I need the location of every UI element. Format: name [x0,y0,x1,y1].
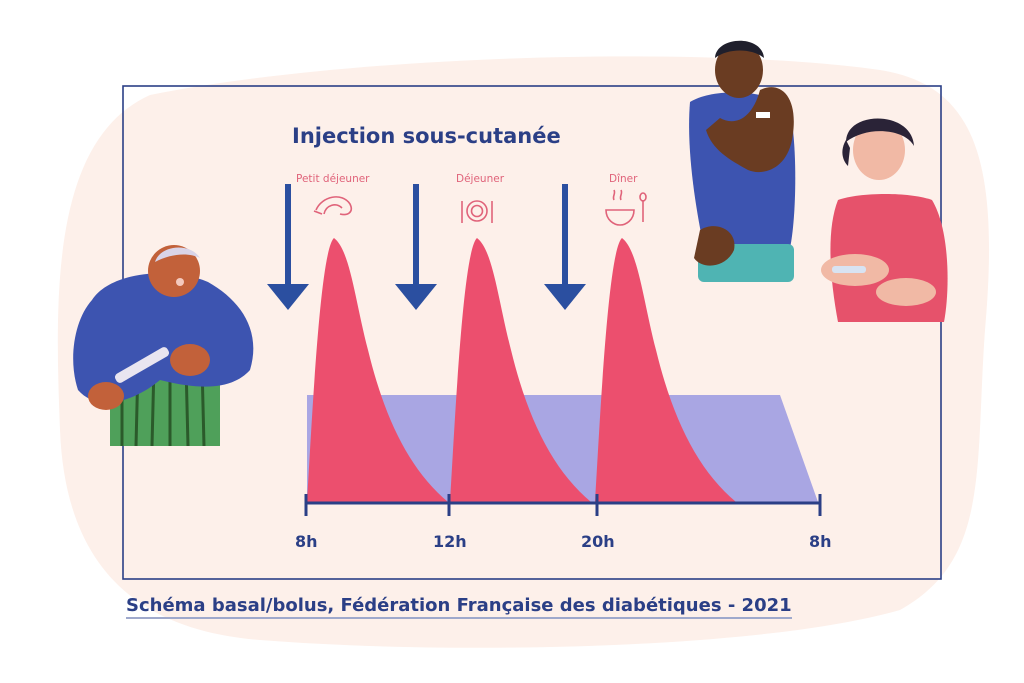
meal-label-dinner: Dîner [609,173,638,185]
tick-label-3: 20h [581,532,615,551]
tick-label-1: 8h [295,532,318,551]
bolus-peak-dinner [595,238,736,502]
plate-cutlery-icon [461,200,493,223]
illustration-woman-abdomen-injection [821,118,948,322]
tick-label-4: 8h [809,532,832,551]
illustration-man-arm-injection [689,40,796,282]
croissant-icon [313,196,353,216]
soup-bowl-icon [605,189,647,226]
bolus-peak-breakfast [307,238,448,502]
tick-label-2: 12h [433,532,467,551]
injection-arrow-2 [395,184,437,310]
illustration-older-man-injecting [73,245,254,447]
meal-label-breakfast: Petit déjeuner [296,173,370,185]
injection-arrow-3 [544,184,586,310]
meal-label-lunch: Déjeuner [456,173,505,185]
injection-arrow-1 [267,184,309,310]
source-caption: Schéma basal/bolus, Fédération Française… [126,595,792,619]
bolus-peak-lunch [450,238,591,502]
diagram-title: Injection sous-cutanée [292,124,561,148]
